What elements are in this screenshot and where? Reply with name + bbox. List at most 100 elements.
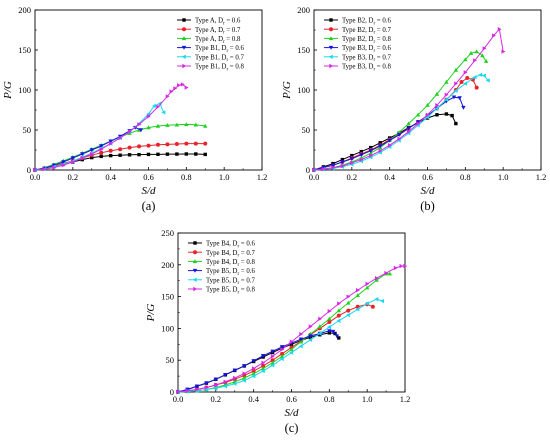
chart-panel-3: 0.0 0.2 0.4 0.6 0.8 1.0 1.2 0 50 100 150 200 250 S/d P… — [145, 228, 410, 435]
data-point — [174, 122, 180, 127]
data-point — [173, 86, 178, 91]
data-point — [346, 300, 351, 305]
data-point — [346, 308, 351, 313]
data-point — [364, 301, 369, 306]
x-axis-title: S/d — [141, 185, 156, 197]
data-point — [317, 331, 322, 336]
legend-swatch-marker — [192, 259, 198, 264]
legend-entry: Type B4, Dr = 0.6 — [206, 241, 255, 250]
data-point — [298, 337, 304, 342]
data-point — [242, 371, 247, 376]
data-point — [279, 345, 285, 350]
legend-value: = 0.8 — [239, 287, 255, 294]
legend-swatch-marker — [182, 27, 186, 32]
data-point — [461, 105, 466, 110]
y-tick-label: 200 — [297, 5, 310, 15]
data-point — [117, 134, 123, 139]
data-point — [155, 142, 160, 147]
data-point — [270, 363, 275, 368]
series-4 — [32, 125, 144, 173]
data-point — [308, 324, 313, 329]
legend-swatch-marker — [328, 54, 333, 59]
data-point — [165, 94, 170, 99]
series-line — [177, 330, 338, 393]
data-point — [365, 281, 370, 287]
legend-value: = 0.7 — [239, 250, 255, 257]
x-tick-label: 0.6 — [143, 172, 154, 182]
series-6 — [176, 263, 408, 395]
data-point — [137, 144, 142, 149]
legend-text: Type B1, D — [195, 45, 227, 52]
data-point — [308, 337, 313, 343]
data-point — [232, 381, 237, 386]
legend-value: = 0.6 — [225, 18, 241, 25]
data-point — [108, 148, 113, 153]
data-point — [99, 144, 104, 149]
data-point — [157, 101, 162, 106]
legend-subscript: r — [237, 272, 239, 277]
y-tick-label: 200 — [18, 5, 31, 15]
data-point — [308, 334, 313, 339]
data-point — [108, 153, 113, 158]
data-point — [321, 167, 326, 172]
legend-entry: Type B3, Dr = 0.6 — [342, 45, 391, 54]
data-point — [213, 377, 219, 382]
data-point — [482, 73, 486, 78]
series-6 — [312, 27, 506, 173]
data-point — [61, 160, 66, 165]
data-point — [399, 263, 404, 269]
legend-text: Type B4, D — [206, 241, 238, 248]
data-point — [214, 382, 219, 388]
legend-entry: Type B2, Dr = 0.8 — [342, 36, 391, 45]
data-point — [260, 368, 265, 374]
legend-subscript: r — [237, 244, 239, 249]
data-point — [327, 320, 332, 325]
data-point — [463, 70, 468, 75]
data-point — [99, 154, 103, 159]
data-point — [242, 378, 246, 383]
data-point — [374, 296, 379, 302]
data-point — [330, 329, 336, 334]
legend-value: = 0.7 — [375, 54, 391, 61]
legend-swatch-marker — [181, 54, 186, 59]
data-point — [90, 151, 94, 157]
data-point — [223, 384, 227, 389]
data-point — [317, 324, 323, 329]
legend-entry: Type B1, Dr = 0.7 — [195, 54, 244, 63]
data-point — [485, 78, 490, 83]
data-point — [184, 152, 189, 156]
legend-swatch-marker — [328, 36, 334, 41]
data-point — [99, 150, 104, 155]
data-point — [118, 147, 123, 152]
legend-text: Type B3, D — [342, 64, 374, 71]
data-point — [374, 277, 379, 282]
data-point — [497, 27, 502, 32]
data-point — [331, 165, 336, 170]
data-point — [444, 112, 449, 116]
data-point — [369, 145, 373, 150]
legend-value: = 0.6 — [228, 45, 244, 52]
data-point — [368, 149, 373, 153]
data-point — [474, 85, 479, 90]
data-point — [480, 53, 485, 58]
y-tick-label: 0 — [170, 387, 174, 397]
data-point — [280, 351, 285, 356]
legend-swatch-marker — [329, 63, 334, 69]
series-2 — [176, 302, 375, 394]
legend-value: = 0.8 — [239, 259, 255, 266]
series-line — [177, 332, 340, 393]
data-point — [203, 152, 207, 157]
data-point — [312, 167, 317, 173]
data-point — [378, 148, 383, 153]
data-point — [434, 91, 440, 96]
legend-subscript: r — [373, 40, 375, 45]
legend-value: = 0.7 — [225, 27, 241, 34]
data-point — [350, 153, 354, 158]
legend-value: = 0.6 — [239, 241, 255, 248]
data-point — [127, 153, 132, 157]
legend-entry: Type B5, Dr = 0.6 — [206, 268, 255, 277]
data-point — [155, 123, 161, 128]
legend-text: Type A, D — [195, 18, 223, 25]
data-point — [453, 67, 459, 72]
legend-subscript: r — [237, 254, 239, 259]
